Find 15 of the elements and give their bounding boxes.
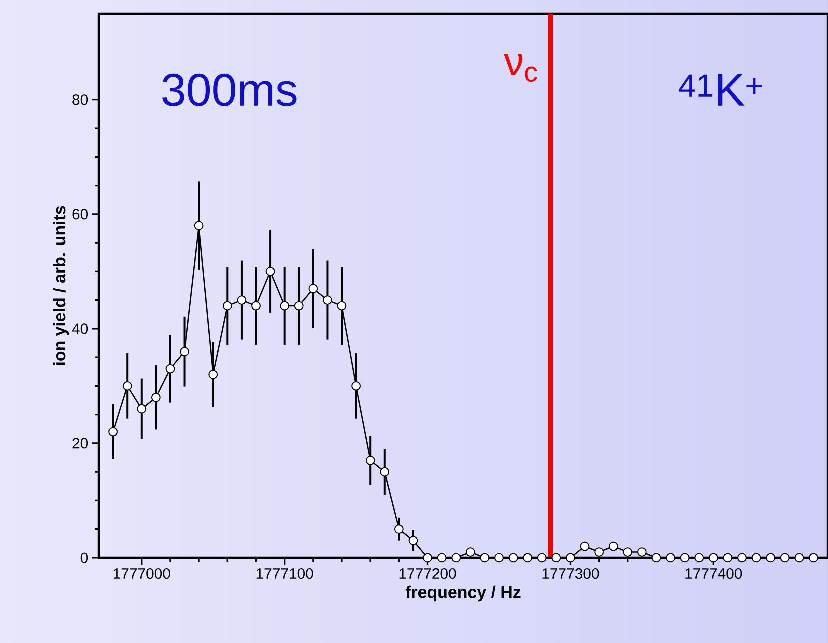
- annotation: $^{41}$K$^{+}$: [679, 74, 762, 106]
- y-tick-label: 60: [72, 209, 88, 220]
- ref-line-label: ν$_{c}$: [504, 54, 538, 82]
- x-tick-label: 1777100: [256, 568, 314, 580]
- x-tick-label: 1777400: [686, 568, 742, 580]
- x-axis-title: frequency / Hz: [406, 586, 521, 602]
- y-axis-title: ion yield / arb. units: [53, 206, 70, 366]
- x-tick-label: 1777200: [400, 568, 456, 580]
- x-tick-label: 1777300: [542, 568, 600, 580]
- y-tick-label: 80: [72, 94, 88, 106]
- y-tick-label: 40: [72, 324, 88, 334]
- annotation: 300ms: [162, 74, 297, 106]
- y-tick-label: 20: [72, 438, 88, 449]
- x-tick-label: 1777000: [114, 568, 170, 580]
- y-tick-label: 0: [80, 552, 88, 564]
